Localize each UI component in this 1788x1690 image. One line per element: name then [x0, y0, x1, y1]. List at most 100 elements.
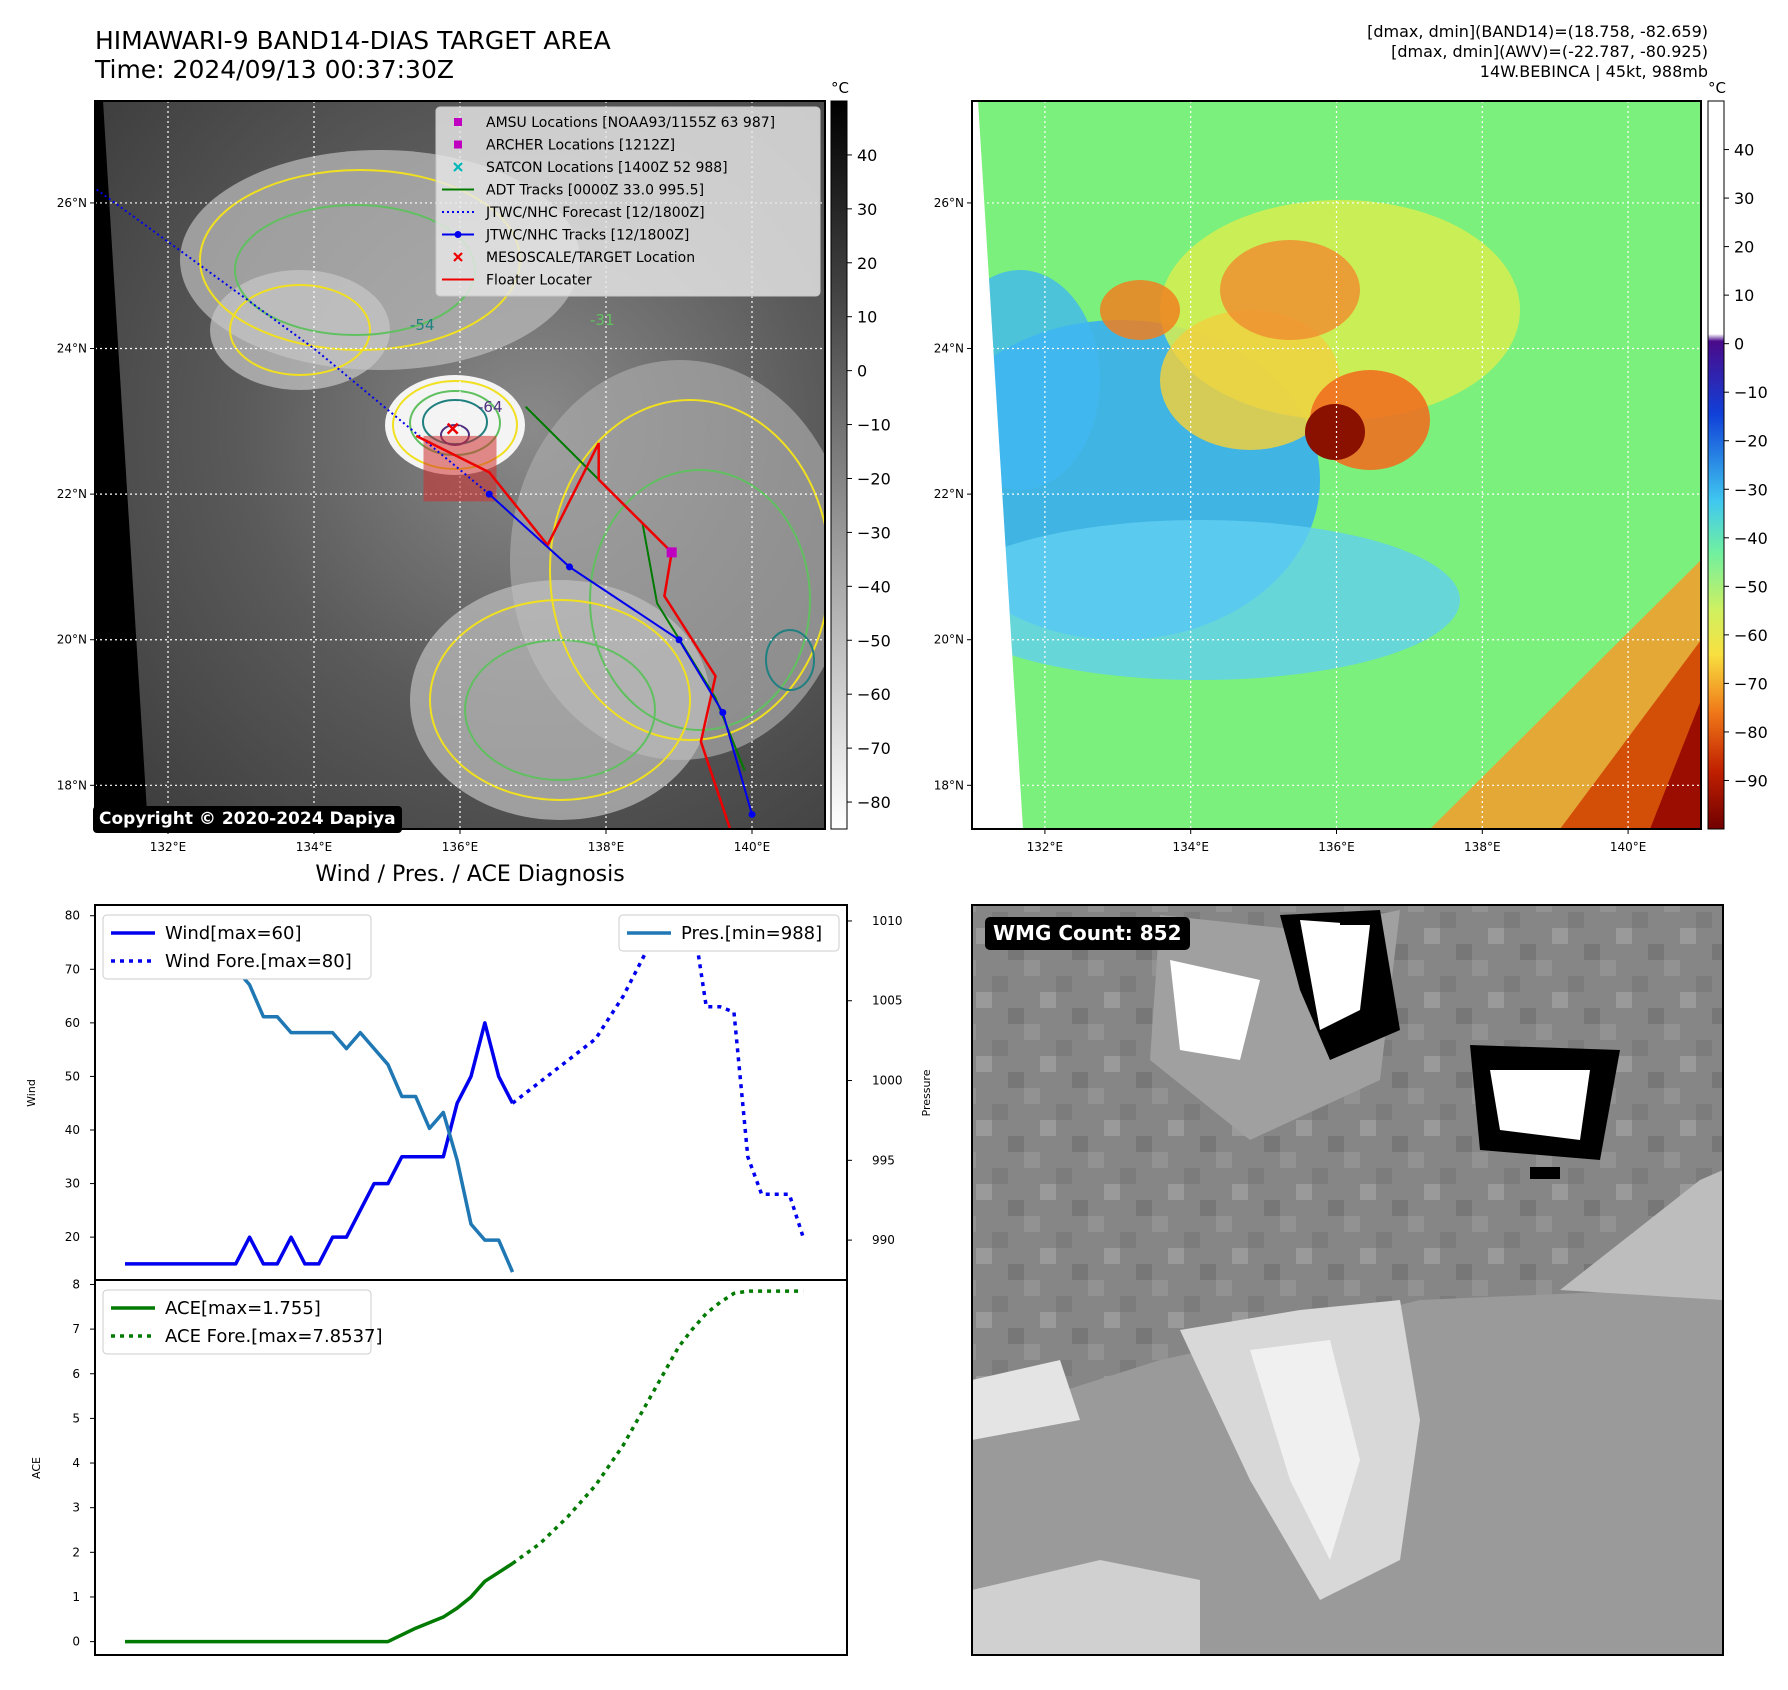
ace-chart: 0 1 2 3 4 5 6 7 8 ACE[max=1.755] ACE Fore.[max=7.8…	[30, 1277, 848, 1656]
lat-tick-label: 26°N	[934, 196, 964, 210]
legend-label: SATCON Locations [1400Z 52 988]	[486, 160, 728, 176]
legend-marker-x	[453, 162, 463, 172]
colorbar-tick-label: −70	[857, 739, 891, 758]
legend-marker-square	[454, 118, 462, 126]
track-overlay	[95, 187, 756, 829]
main-title: HIMAWARI-9 BAND14-DIAS TARGET AREA Time:…	[95, 26, 611, 84]
wmg-imagery	[972, 905, 1723, 1655]
target-marker	[446, 422, 459, 435]
jtwc-track-point	[675, 636, 683, 644]
colorbar-tick-label: −60	[1734, 626, 1768, 645]
legend-label: Wind Fore.[max=80]	[165, 951, 352, 972]
colorbar-tick-label: 0	[857, 362, 867, 381]
colorbar-tick-label: 30	[857, 200, 877, 219]
chart-legend	[102, 914, 372, 980]
contour-label: -31	[590, 311, 615, 329]
colorbar-tick-label: 0	[1734, 335, 1744, 354]
colorbar-tick-label: −80	[1734, 723, 1768, 742]
y-axis-label: ACE	[30, 1457, 43, 1479]
y-tick-label: 8	[72, 1277, 80, 1291]
lon-tick-label: 134°E	[1172, 840, 1209, 854]
lon-tick-label: 138°E	[1464, 840, 1501, 854]
map-legend: AMSU Locations [NOAA93/1155Z 63 987] ARCH…	[435, 106, 821, 297]
lat-tick-label: 26°N	[57, 196, 87, 210]
series-line	[125, 1562, 514, 1644]
y-tick-label: 2	[72, 1545, 80, 1559]
wmg-panel	[971, 904, 1724, 1656]
wind-pressure-chart: 20 30 40 50 60 70 80 990 995 1000 1005 1010 Wind[max…	[25, 904, 933, 1281]
lon-tick-label: 136°E	[1318, 840, 1355, 854]
awv-range: [dmax, dmin](AWV)=(-22.787, -80.925)	[1391, 42, 1708, 61]
color-imagery	[972, 101, 1701, 829]
legend-label: MESOSCALE/TARGET Location	[486, 250, 695, 266]
colorbar-tick-label: −40	[1734, 529, 1768, 548]
y-tick-label: 3	[72, 1501, 80, 1515]
y2-tick-label: 1010	[872, 914, 903, 928]
legend-marker-dot	[454, 231, 462, 238]
jtwc-forecast-line	[95, 187, 490, 495]
y2-tick-label: 995	[872, 1153, 895, 1167]
colorbar-tick-label: −70	[1734, 674, 1768, 693]
lon-tick-label: 134°E	[296, 840, 333, 854]
legend-label: JTWC/NHC Tracks [12/1800Z]	[485, 228, 689, 244]
colorbar-tick-label: 10	[857, 308, 877, 327]
colorbar-tick-label: −30	[1734, 480, 1768, 499]
legend-label: ACE[max=1.755]	[165, 1298, 321, 1319]
lat-tick-label: 22°N	[934, 487, 964, 501]
map-axis-ticks: 132°E 134°E 136°E 138°E 140°E 26°N 24°N 22°N 20°…	[934, 196, 1647, 854]
y-tick-label: 20	[65, 1230, 80, 1244]
color-map-panel: 132°E 134°E 136°E 138°E 140°E 26°N 24°N 22°N 20°…	[934, 100, 1702, 854]
colorbar-tick-label: 40	[1734, 141, 1754, 160]
colorbar-tick-label: 20	[857, 254, 877, 273]
colorbar-tick-label: −10	[857, 416, 891, 435]
jtwc-track-point	[566, 563, 573, 571]
band14-range: [dmax, dmin](BAND14)=(18.758, -82.659)	[1367, 22, 1708, 41]
lat-tick-label: 18°N	[934, 778, 964, 792]
y2-tick-label: 990	[872, 1233, 895, 1247]
colorbar-tick-label: −50	[1734, 577, 1768, 596]
y-tick-label: 40	[65, 1123, 80, 1137]
jtwc-track-point	[748, 810, 756, 818]
lat-tick-label: 24°N	[934, 342, 964, 356]
y-tick-label: 60	[65, 1016, 80, 1030]
y-tick-label: 80	[65, 909, 80, 923]
gray-colorbar: °C 40 30 20 10 0 −10 −20 −30 −40 −50 −60 −70 −80	[830, 79, 891, 830]
contour-label: -54	[410, 316, 435, 334]
legend-marker-x	[453, 252, 463, 262]
y2-tick-label: 1005	[872, 994, 903, 1008]
jtwc-track-point	[485, 490, 493, 498]
y-tick-label: 70	[65, 962, 80, 976]
colorbar-tick-label: −40	[857, 577, 891, 596]
lat-tick-label: 20°N	[934, 633, 964, 647]
colorbar-tick-label: −60	[857, 685, 891, 704]
copyright-badge: Copyright © 2020-2024 Dapiya	[93, 806, 402, 833]
colorbar-tick-label: −20	[857, 469, 891, 488]
floater-track-line	[415, 434, 732, 829]
chart-legend	[618, 914, 840, 952]
map-gridlines	[972, 101, 1701, 829]
series-line	[125, 1021, 515, 1266]
y-tick-label: 0	[72, 1635, 80, 1649]
series-line	[511, 1289, 804, 1565]
legend-label: AMSU Locations [NOAA93/1155Z 63 987]	[486, 115, 775, 131]
lat-tick-label: 18°N	[57, 778, 87, 792]
legend-label: Pres.[min=988]	[681, 923, 822, 944]
lon-tick-label: 136°E	[442, 840, 479, 854]
legend-label: ADT Tracks [0000Z 33.0 995.5]	[486, 183, 704, 199]
y-tick-label: 30	[65, 1177, 80, 1191]
colorbar-tick-label: −50	[857, 631, 891, 650]
time-line: Time: 2024/09/13 00:37:30Z	[95, 55, 454, 84]
legend-label: ACE Fore.[max=7.8537]	[165, 1326, 383, 1347]
legend-label: JTWC/NHC Forecast [12/1800Z]	[485, 205, 705, 221]
y-tick-label: 1	[72, 1590, 80, 1604]
series-line	[511, 913, 805, 1238]
legend-label: ARCHER Locations [1212Z]	[486, 138, 675, 154]
chart-legend	[102, 1289, 372, 1355]
amsu-marker	[666, 547, 677, 558]
contour-label: -64	[478, 398, 503, 416]
storm-info: 14W.BEBINCA | 45kt, 988mb	[1479, 62, 1708, 81]
colorbar-tick-label: 40	[857, 146, 877, 165]
title-line: HIMAWARI-9 BAND14-DIAS TARGET AREA	[95, 26, 611, 55]
lat-tick-label: 20°N	[57, 633, 87, 647]
